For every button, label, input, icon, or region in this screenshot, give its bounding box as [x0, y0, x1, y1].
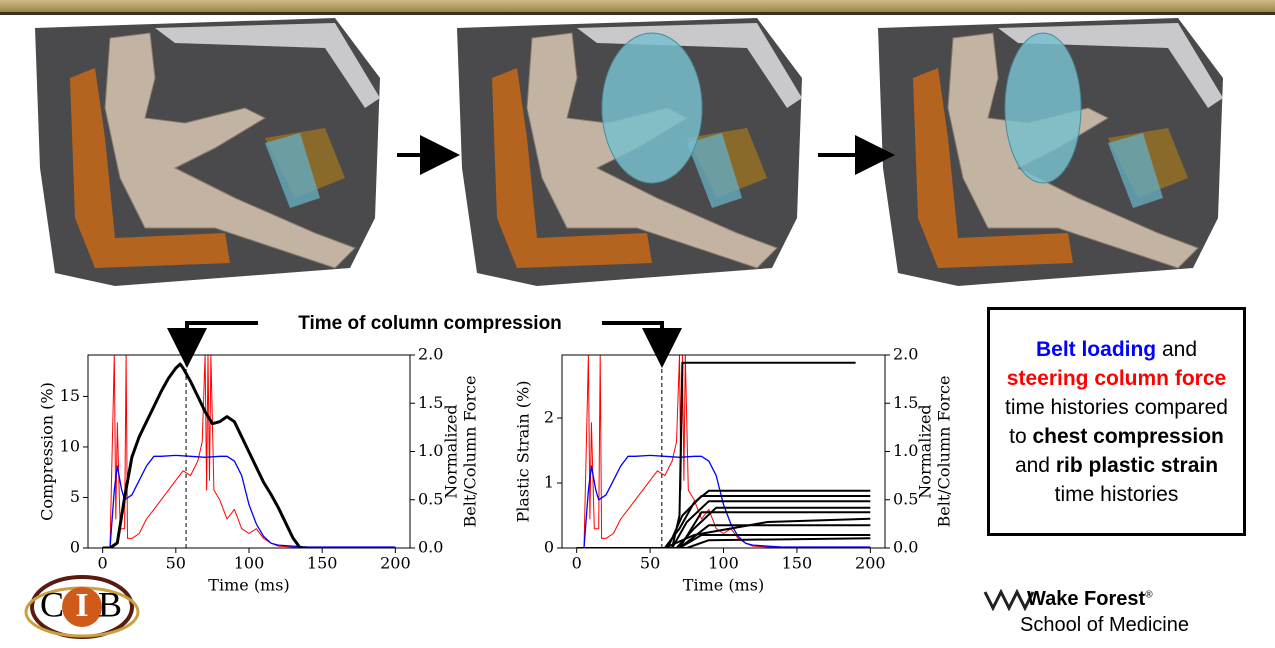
logo-letter: I: [75, 587, 88, 624]
simulation-image: [878, 18, 1223, 286]
y-tick-label: 0: [544, 538, 554, 557]
x-tick-label: 50: [640, 554, 660, 573]
y2-tick-label: 0.0: [893, 538, 918, 557]
simulation-image: [35, 18, 380, 286]
y-tick-label: 0: [70, 538, 80, 557]
y2-tick-label: 2.0: [418, 345, 443, 364]
note-segment: Belt loading: [1036, 338, 1156, 361]
x-axis-label: Time (ms): [208, 576, 289, 595]
x-axis-label: Time (ms): [683, 576, 764, 595]
x-tick-label: 100: [708, 554, 739, 573]
wf-name: Wake Forest: [1027, 588, 1145, 610]
y-tick-label: 10: [60, 436, 80, 455]
simulation-image: [457, 18, 802, 286]
series-line: [577, 355, 871, 548]
airbag: [602, 33, 702, 183]
x-tick-label: 100: [234, 554, 265, 573]
x-tick-label: 0: [98, 554, 108, 573]
y2-axis-label: Belt/Column Force: [935, 376, 954, 528]
slide: Time of column compression C I B 0501001…: [0, 0, 1275, 648]
plot-area: [103, 355, 396, 548]
note-box: Belt loading and steering column force t…: [987, 307, 1246, 536]
header-bar: [0, 0, 1275, 12]
wf-school: School of Medicine: [1020, 614, 1189, 637]
x-tick-label: 200: [855, 554, 886, 573]
x-tick-label: 150: [782, 554, 813, 573]
note-text: Belt loading and steering column force t…: [1002, 335, 1231, 509]
bracket-arrow: [602, 323, 662, 348]
y2-axis-label: Normalized: [442, 404, 461, 498]
y-tick-label: 5: [70, 487, 80, 506]
airbag: [1005, 33, 1081, 183]
y-axis-label: Plastic Strain (%): [514, 381, 533, 523]
note-segment: time histories: [1055, 483, 1179, 506]
cib-logo: C I B: [26, 577, 138, 637]
y2-tick-label: 1.0: [418, 441, 443, 460]
annotation: Time of column compression: [298, 313, 562, 334]
logo-letter: C: [40, 584, 64, 624]
series-line: [577, 535, 871, 548]
simulation-images: [35, 18, 1223, 286]
x-tick-label: 150: [307, 554, 338, 573]
wake-forest-logo: Wake Forest® School of Medicine: [975, 588, 1189, 637]
logo-letter: B: [98, 584, 122, 624]
note-segment: rib plastic strain: [1056, 454, 1218, 477]
bracket-arrow: [187, 323, 258, 348]
x-tick-label: 0: [572, 554, 582, 573]
note-segment: steering column force: [1007, 367, 1226, 390]
y-axis-label: Compression (%): [38, 382, 57, 521]
y2-tick-label: 2.0: [893, 345, 918, 364]
note-segment: and: [1015, 454, 1056, 477]
note-segment: chest compression: [1032, 425, 1223, 448]
wf-name-line: Wake Forest®: [1027, 588, 1189, 611]
x-tick-label: 200: [380, 554, 411, 573]
note-segment: and: [1156, 338, 1197, 361]
series-line: [577, 525, 871, 548]
y-tick-label: 2: [544, 408, 554, 427]
header-rule: [0, 12, 1275, 15]
x-tick-label: 50: [166, 554, 186, 573]
y-tick-label: 1: [544, 473, 554, 492]
y2-tick-label: 1.5: [418, 393, 443, 412]
y2-axis-label: Belt/Column Force: [461, 376, 480, 528]
series-line: [577, 508, 871, 548]
plot-area: [577, 355, 871, 548]
y-tick-label: 15: [60, 386, 80, 405]
wf-reg: ®: [1145, 589, 1152, 600]
series-line: [103, 455, 396, 548]
y2-tick-label: 0.0: [418, 538, 443, 557]
y2-axis-label: Normalized: [916, 404, 935, 498]
y2-tick-label: 0.5: [418, 489, 443, 508]
